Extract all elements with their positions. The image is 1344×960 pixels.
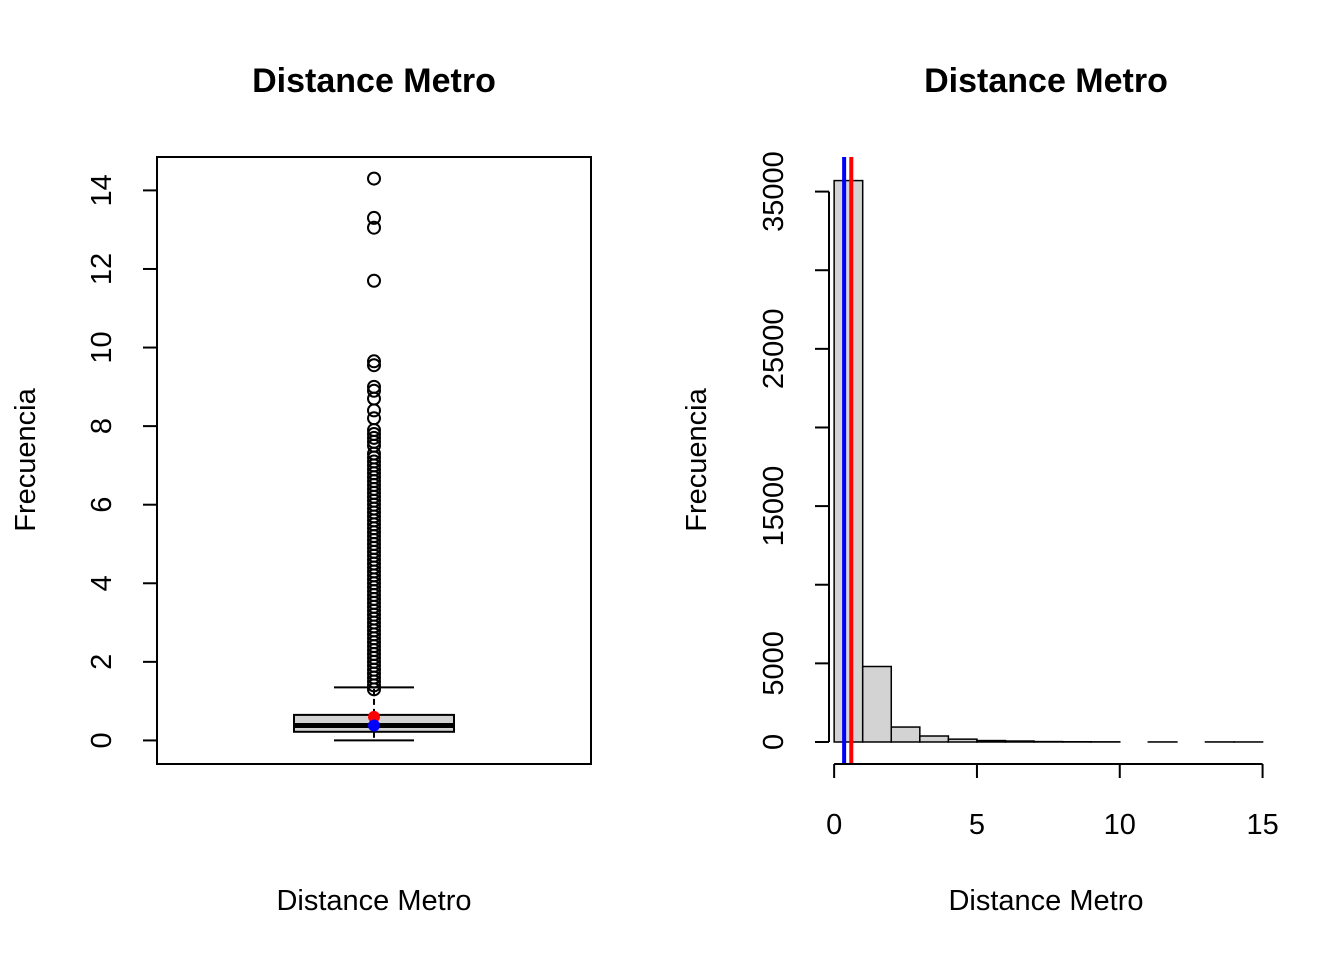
boxplot-median-point [368,719,380,732]
boxplot-y-axis-label: Frecuencia [10,387,42,531]
boxplot-outlier-point [367,379,381,394]
boxplot-outlier-point [367,426,381,441]
boxplot-outlier-point [367,273,381,288]
histogram-bar [861,665,893,743]
boxplot-mean-point [368,710,380,723]
boxplot-y-tick-label: 8 [86,418,118,434]
histogram-y-tick-label: 25000 [758,309,790,390]
histogram-bar [890,726,921,743]
histogram-y-tick-label: 5000 [758,631,790,696]
histogram-x-axis: 0 5 10 15 [826,763,1279,841]
histogram-bar [1004,740,1035,743]
boxplot-y-ticks: 0 2 4 6 8 10 12 14 [86,174,157,748]
histogram-title: Distance Metro [924,62,1168,100]
boxplot-x-axis-label: Distance Metro [276,885,471,917]
boxplot-y-tick-label: 12 [86,253,118,285]
histogram-y-axis: 0 5000 15000 25000 35000 [758,151,830,750]
boxplot-outlier-point [367,220,381,235]
boxplot-outlier-point [367,358,381,373]
boxplot-outlier-point [367,454,381,469]
histogram-bar [833,179,864,743]
histogram-panel: Distance Metro Distance Metro Frecuencia… [681,62,1279,917]
histogram-y-tick-label: 15000 [758,466,790,547]
histogram-x-tick-label: 15 [1246,809,1278,841]
boxplot-y-tick-label: 2 [86,654,118,670]
histogram-x-tick-label: 5 [969,809,985,841]
histogram-y-tick-label: 0 [758,734,790,750]
boxplot-outlier-point [367,411,381,426]
boxplot-outlier-point [367,430,381,445]
histogram-bar [947,738,978,743]
boxplot-y-tick-label: 6 [86,497,118,513]
histogram-x-tick-label: 10 [1104,809,1136,841]
histogram-reference-lines [842,157,854,764]
histogram-bar [976,739,1007,743]
boxplot-y-tick-label: 0 [86,732,118,748]
histogram-y-axis-label: Frecuencia [681,387,713,531]
boxplot-title: Distance Metro [252,62,496,100]
boxplot-outlier-point [367,383,381,398]
histogram-x-axis-label: Distance Metro [948,885,1143,917]
boxplot-outlier-point [367,354,381,369]
boxplot-y-tick-label: 14 [86,174,118,206]
histogram-bars [833,179,1264,743]
boxplot-outlier-point [367,210,381,225]
boxplot-summary-markers [368,710,380,732]
boxplot-panel: Distance Metro Distance Metro Frecuencia… [10,62,592,917]
histogram-y-tick-label: 35000 [758,151,790,232]
boxplot-outlier-point [367,403,381,418]
histogram-x-tick-label: 0 [826,809,842,841]
boxplot-y-tick-label: 10 [86,331,118,363]
boxplot-y-tick-label: 4 [86,575,118,591]
boxplot-outliers [367,171,381,697]
histogram-bar [919,735,950,743]
boxplot-outlier-point [367,171,381,186]
